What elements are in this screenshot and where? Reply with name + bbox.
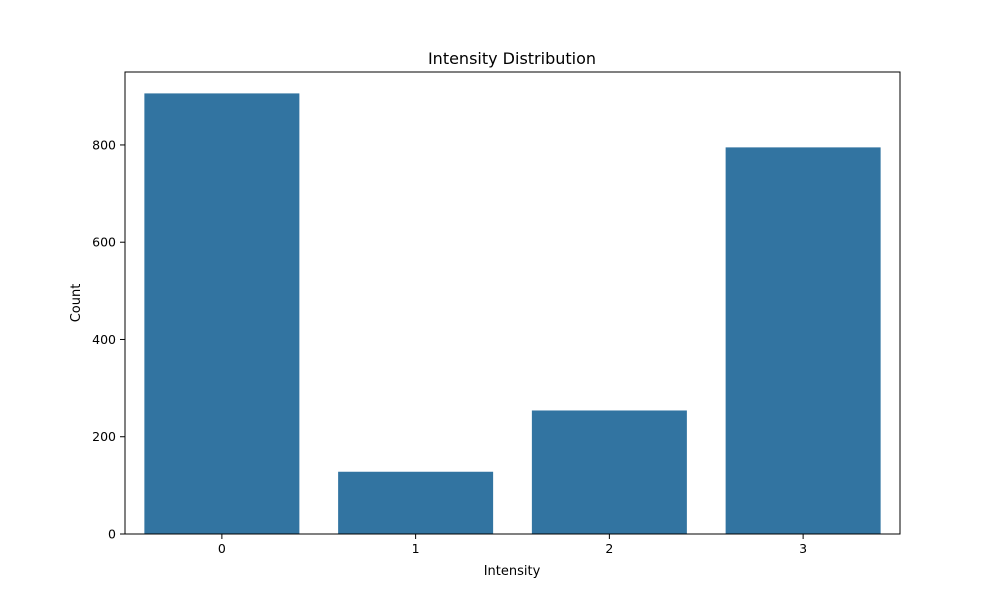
- plot-area-frame: [124, 71, 901, 535]
- x-tick-label: 3: [799, 541, 807, 556]
- bar-0: [144, 93, 300, 535]
- chart-title: Intensity Distribution: [428, 49, 596, 68]
- y-tick-label: 600: [92, 235, 116, 250]
- x-tick-label: 0: [218, 541, 226, 556]
- x-tick-label: 2: [605, 541, 613, 556]
- bar-2: [531, 410, 687, 534]
- y-tick-label: 200: [92, 429, 116, 444]
- bars-group: [144, 93, 881, 535]
- bar-1: [338, 471, 494, 534]
- y-tick-label: 0: [108, 527, 116, 542]
- y-axis-ticks: 0 200 400 600 800: [92, 137, 125, 542]
- x-tick-label: 1: [412, 541, 420, 556]
- y-tick-label: 400: [92, 332, 116, 347]
- y-tick-label: 800: [92, 137, 116, 152]
- x-axis-ticks: 0 1 2 3: [218, 534, 807, 556]
- x-axis-label: Intensity: [484, 564, 541, 579]
- y-axis-label: Count: [69, 284, 84, 323]
- bar-3: [725, 147, 881, 534]
